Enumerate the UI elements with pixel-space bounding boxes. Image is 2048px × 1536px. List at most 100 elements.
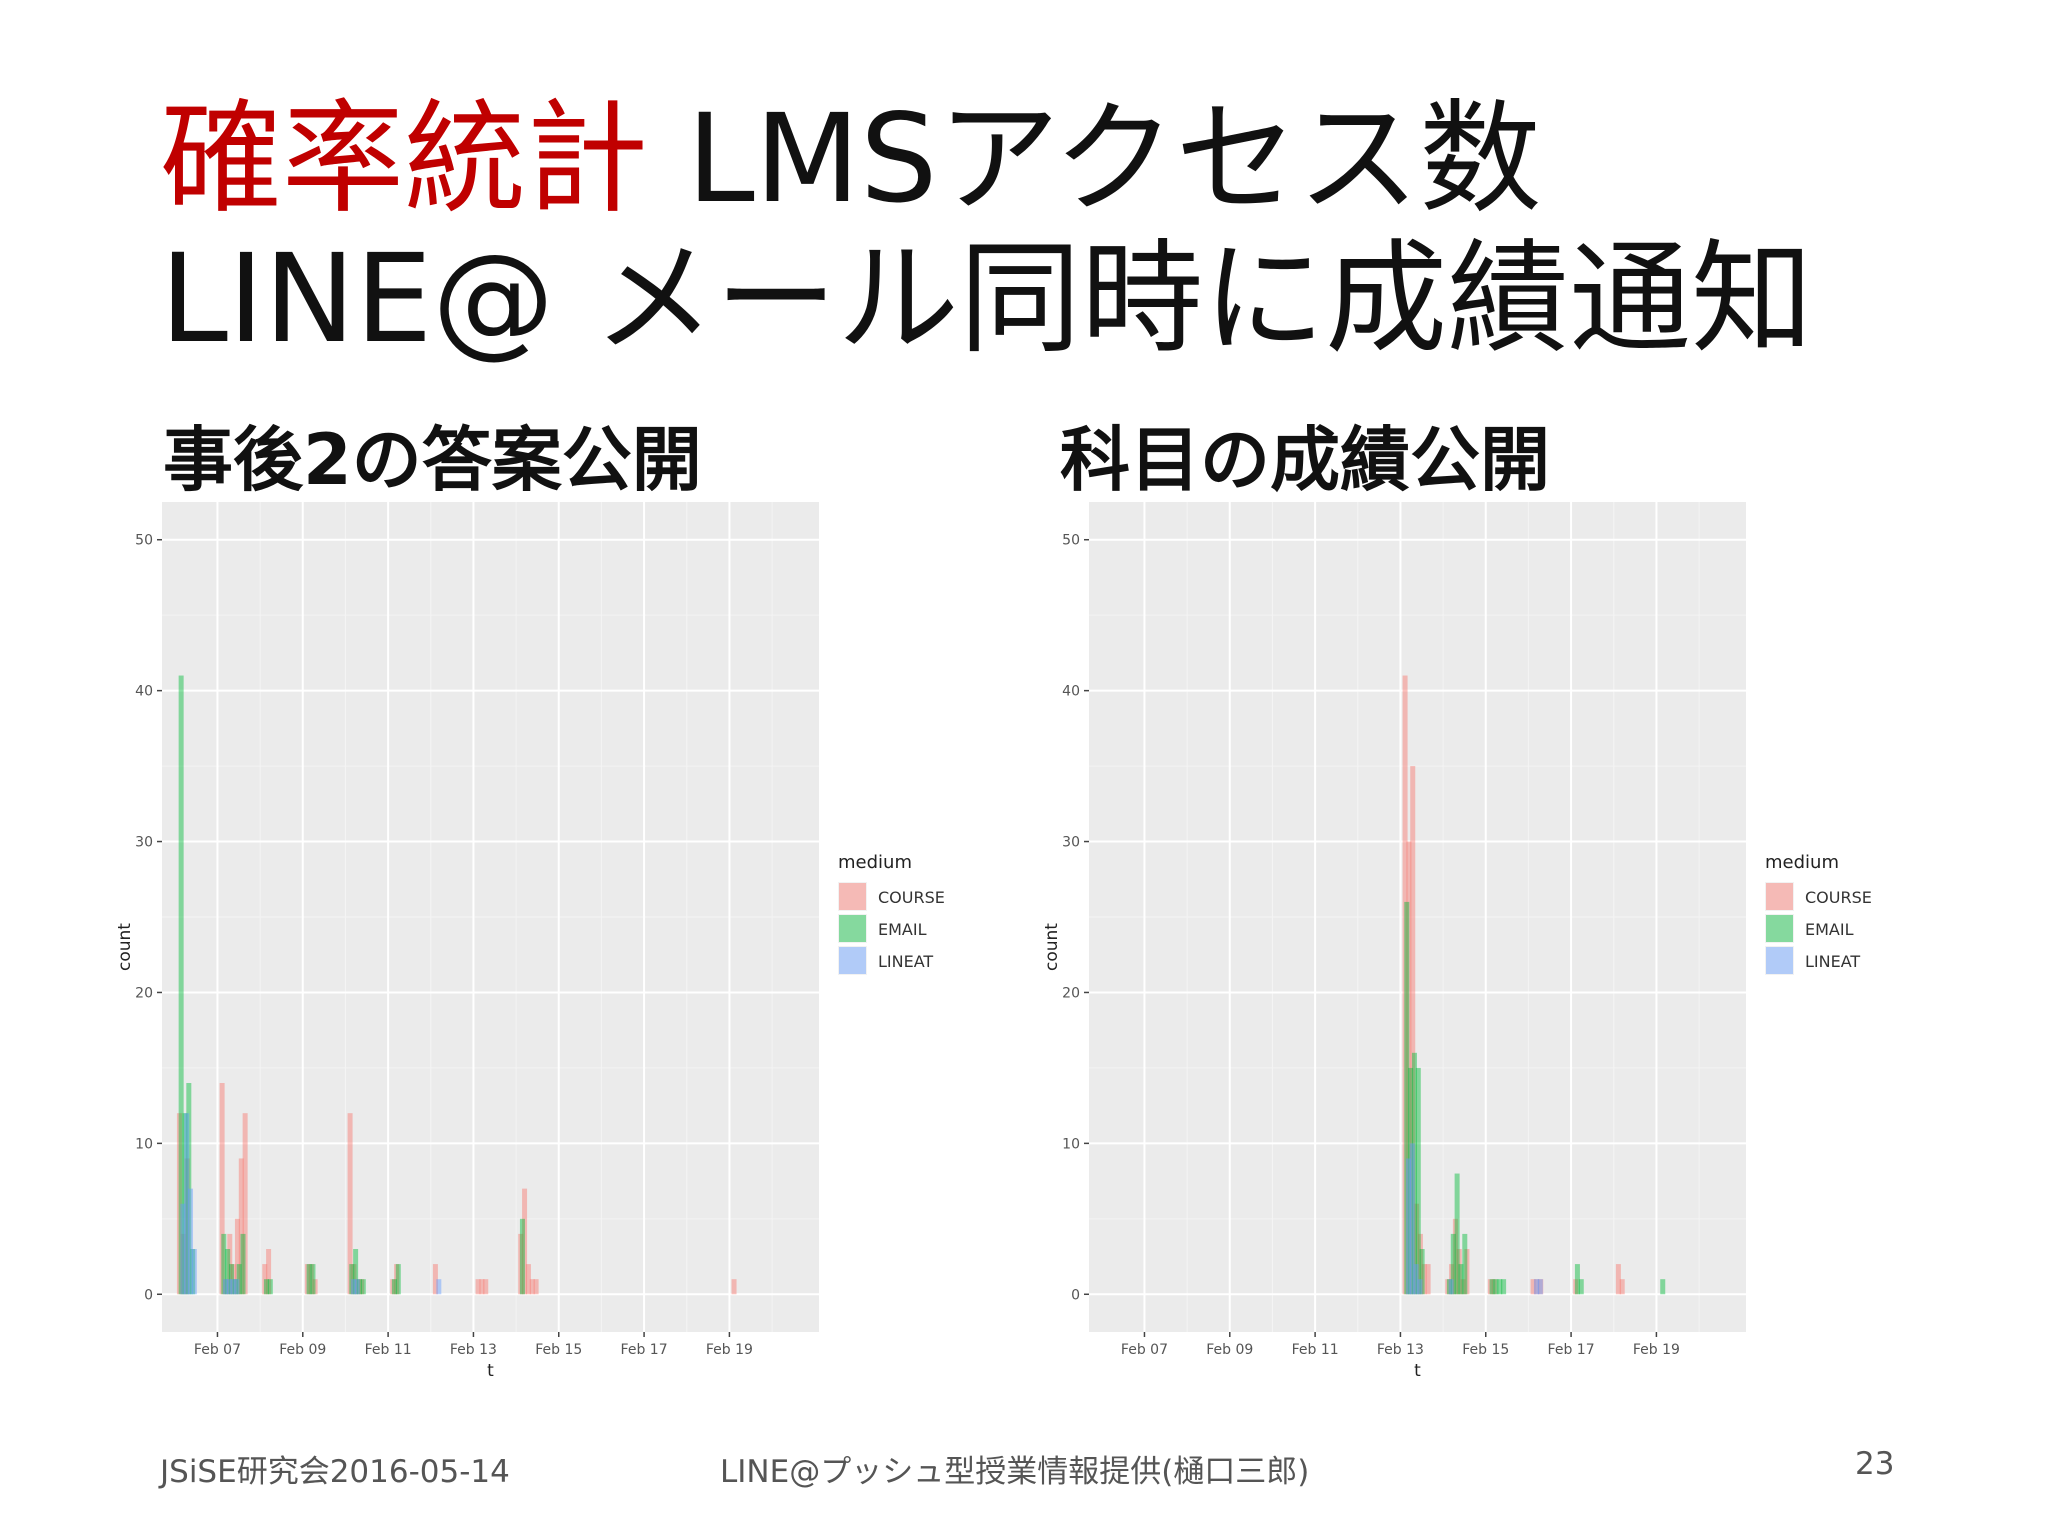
legend-key-bg [838, 914, 867, 943]
bar-course [242, 1113, 248, 1295]
x-tick-label: Feb 19 [706, 1342, 753, 1358]
x-axis-label: t [487, 1361, 494, 1381]
legend-label-lineat: LINEAT [878, 952, 933, 971]
bar-lineat [350, 1279, 356, 1295]
footer-page-number: 23 [1855, 1446, 1895, 1482]
legend-swatch-email [839, 915, 866, 942]
bar-email [395, 1264, 401, 1295]
y-axis-label: count [1042, 923, 1062, 971]
bar-course [355, 1279, 361, 1295]
bar-course [308, 1264, 314, 1295]
bar-email [391, 1279, 397, 1295]
x-tick-label: Feb 07 [194, 1342, 241, 1358]
bar-lineat [1537, 1279, 1543, 1295]
legend-label-email: EMAIL [1805, 920, 1854, 939]
bar-course [525, 1264, 531, 1295]
legend-title: medium [838, 852, 912, 873]
bar-email [1489, 1279, 1495, 1295]
x-tick-label: Feb 19 [1633, 1342, 1680, 1358]
y-tick-label: 0 [144, 1287, 153, 1303]
bar-course [1538, 1279, 1544, 1295]
bar-lineat [184, 1113, 190, 1295]
bar-email [306, 1264, 312, 1295]
legend-label-course: COURSE [1805, 888, 1872, 907]
bar-course [180, 1233, 186, 1295]
bar-course [351, 1264, 357, 1295]
bar-course [1402, 675, 1408, 1295]
bar-course [1460, 1279, 1466, 1295]
legend-label-email: EMAIL [878, 920, 927, 939]
subtitle-left: 事後2の答案公開 [163, 419, 702, 501]
bar-email [1411, 1052, 1417, 1295]
bar-course [223, 1279, 229, 1295]
bar-email [353, 1249, 359, 1295]
bar-course [347, 1113, 353, 1295]
bar-email [519, 1218, 525, 1295]
y-tick-label: 40 [135, 684, 153, 700]
y-tick-label: 10 [135, 1136, 153, 1152]
legend-key-bg [1765, 914, 1794, 943]
bar-email [178, 675, 184, 1295]
bar-course [1464, 1249, 1470, 1295]
bar-course [479, 1279, 485, 1295]
bar-email [1454, 1173, 1460, 1295]
y-tick-label: 40 [1062, 684, 1080, 700]
bar-course [238, 1158, 244, 1295]
x-axis-label: t [1414, 1361, 1421, 1381]
bar-email [263, 1279, 269, 1295]
bar-email [1497, 1279, 1503, 1295]
bar-course [1452, 1218, 1458, 1295]
bar-email [267, 1279, 273, 1295]
y-tick-label: 20 [135, 985, 153, 1001]
x-tick-label: Feb 07 [1121, 1342, 1168, 1358]
bar-lineat [180, 1203, 186, 1295]
bar-email [356, 1279, 362, 1295]
bar-email [1493, 1279, 1499, 1295]
bar-course [234, 1218, 240, 1295]
y-axis-label: count [115, 923, 135, 971]
x-tick-label: Feb 15 [535, 1342, 582, 1358]
x-tick-label: Feb 17 [1548, 1342, 1595, 1358]
y-tick-label: 30 [1062, 835, 1080, 851]
bar-course [533, 1279, 539, 1295]
bar-course [394, 1264, 400, 1295]
slide-title-rest: LMSアクセス数 [648, 88, 1542, 230]
bar-email [225, 1249, 231, 1295]
footer-talk-title: LINE@プッシュ型授業情報提供(樋口三郎) [720, 1454, 1310, 1490]
bar-course [1573, 1279, 1579, 1295]
bar-course [304, 1264, 310, 1295]
bar-email [360, 1279, 366, 1295]
bar-email [1660, 1279, 1666, 1295]
legend-swatch-email [1766, 915, 1793, 942]
bar-course [1615, 1264, 1621, 1295]
y-tick-label: 50 [1062, 533, 1080, 549]
bar-lineat [226, 1279, 232, 1295]
bar-course [1406, 841, 1412, 1295]
bar-lineat [1417, 1279, 1423, 1295]
slide-title-line-1: 確率統計 LMSアクセス数 [160, 98, 1541, 220]
bar-lineat [188, 1188, 194, 1295]
bar-course [231, 1264, 237, 1295]
bar-course [312, 1279, 318, 1295]
bar-lineat [1533, 1279, 1539, 1295]
bar-course [227, 1233, 233, 1295]
bar-course [1456, 1249, 1462, 1295]
bar-course [1410, 766, 1416, 1295]
bar-course [432, 1264, 438, 1295]
bar-lineat [191, 1249, 197, 1295]
bar-email [1501, 1279, 1507, 1295]
y-tick-label: 30 [135, 835, 153, 851]
bar-email [186, 1083, 192, 1295]
y-tick-label: 0 [1071, 1287, 1080, 1303]
x-tick-label: Feb 11 [365, 1342, 412, 1358]
bar-course [184, 1158, 190, 1295]
bar-lineat [234, 1279, 240, 1295]
bar-course [518, 1233, 524, 1295]
bar-email [232, 1279, 238, 1295]
bar-lineat [223, 1279, 229, 1295]
bar-course [731, 1279, 737, 1295]
bar-email [349, 1264, 355, 1295]
histogram-chart-left: 0 10 20 30 40 50 Feb 07 Feb 09 Feb 11 Feb 13 Feb 1… [115, 502, 945, 1381]
bar-lineat [1448, 1279, 1454, 1295]
legend-key-bg [838, 946, 867, 975]
